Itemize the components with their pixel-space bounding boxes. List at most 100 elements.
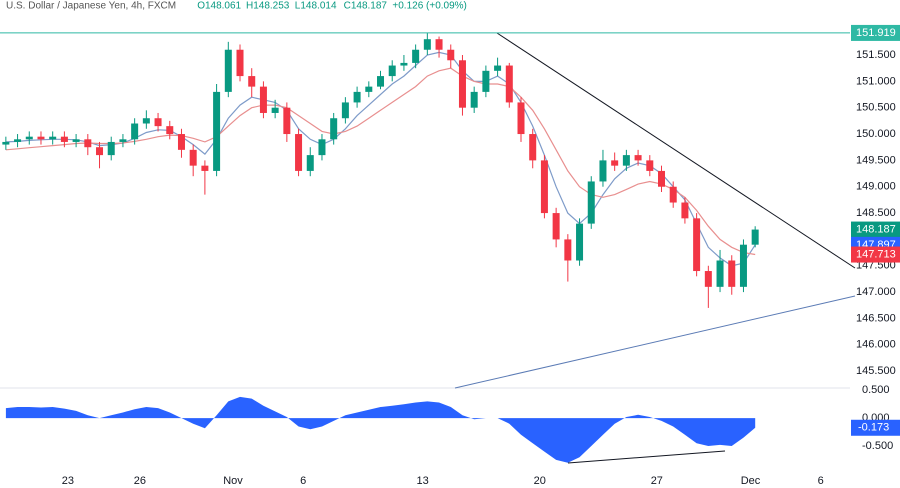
y-tick-label: 149.000: [856, 181, 896, 193]
x-tick-label: 6: [300, 475, 306, 487]
candle-body: [669, 186, 677, 203]
candle-body: [470, 91, 478, 108]
oscillator-area: [5, 396, 756, 463]
candle-body: [236, 49, 244, 77]
price-label: 147.713: [856, 248, 896, 260]
y-tick-label: 146.500: [856, 312, 896, 324]
candle-body: [704, 271, 712, 287]
candle-body: [634, 155, 642, 161]
x-tick-label: Nov: [223, 475, 243, 487]
candle-body: [377, 76, 385, 87]
moving-average: [5, 51, 756, 267]
candle-body: [388, 65, 396, 77]
price-label: 148.187: [856, 223, 896, 235]
header-value: C148.187: [344, 1, 388, 12]
y-tick-label: 147.500: [856, 260, 896, 272]
candle-body: [60, 136, 68, 142]
candle-body: [154, 118, 162, 127]
candle-body: [213, 91, 221, 171]
y-tick-label: 149.500: [856, 154, 896, 166]
candle-body: [107, 141, 115, 156]
trend-line: [454, 295, 856, 389]
y-tick-label: 146.000: [856, 339, 896, 351]
candle-body: [353, 91, 361, 103]
x-tick-label: 23: [62, 475, 74, 487]
candle-body: [716, 260, 724, 287]
candle-body: [599, 160, 607, 182]
candle-body: [341, 102, 349, 119]
y-tick-label: 151.500: [856, 49, 896, 61]
candle-body: [119, 139, 127, 142]
candle-body: [365, 86, 373, 92]
candle-body: [330, 118, 338, 140]
moving-average: [5, 67, 756, 256]
y-tick-label: 151.000: [856, 75, 896, 87]
value-label: -0.173: [858, 422, 889, 434]
axes: 23 26 Nov 6 13 20 27 Dec 6 145.500 146.000 146.500 1…: [62, 24, 900, 487]
price-label-box: [851, 246, 900, 263]
candle-body: [248, 76, 256, 87]
price-label-box: [851, 24, 900, 41]
divergence-line: [567, 450, 726, 464]
candle-body: [552, 213, 560, 240]
x-tick-label: 27: [651, 475, 663, 487]
candle-body: [412, 49, 420, 63]
price-label-box: [851, 221, 900, 238]
header-value: H148.253: [246, 1, 290, 12]
x-tick-label: 6: [818, 475, 824, 487]
candle-body: [400, 62, 408, 66]
header-value: +0.126 (+0.09%): [392, 1, 467, 12]
y-tick-label: -0.500: [862, 440, 893, 452]
candle-body: [295, 134, 303, 171]
chart-title: U.S. Dollar / Japanese Yen, 4h, FXCM: [6, 1, 176, 12]
y-tick-label: 145.500: [856, 365, 896, 377]
candle-body: [131, 123, 139, 140]
x-tick-label: 26: [134, 475, 146, 487]
candle-body: [494, 65, 502, 71]
candle-body: [166, 126, 174, 135]
candle-body: [693, 218, 701, 272]
y-tick-label: 147.000: [856, 286, 896, 298]
candle-body: [189, 149, 197, 166]
candle-body: [540, 160, 548, 214]
candle-body: [142, 118, 150, 124]
candle-body: [658, 170, 666, 187]
candle-body: [681, 202, 689, 219]
candle-body: [739, 244, 747, 287]
candle-body: [84, 139, 92, 148]
candle-body: [306, 155, 314, 171]
candle-body: [517, 102, 525, 135]
candle-body: [25, 136, 33, 140]
y-tick-label: 150.500: [856, 102, 896, 114]
y-tick-label: 150.000: [856, 128, 896, 140]
candle-body: [458, 60, 466, 108]
x-tick-label: 13: [417, 475, 429, 487]
candle-body: [96, 147, 104, 156]
candle-body: [505, 65, 513, 103]
value-label-box: [851, 419, 900, 436]
candle-body: [728, 260, 736, 287]
candle-body: [224, 49, 232, 92]
candle-body: [49, 136, 57, 140]
candle-body: [2, 141, 10, 145]
y-tick-label: 0.500: [862, 384, 890, 396]
candle-body: [564, 239, 572, 261]
price-panel: [0, 32, 850, 308]
trend-line: [496, 32, 856, 269]
header-value: L148.014: [295, 1, 337, 12]
candle-body: [271, 107, 279, 113]
oscillator-panel: [5, 396, 756, 463]
candle-body: [283, 107, 291, 135]
y-tick-label: 148.500: [856, 207, 896, 219]
candle-body: [576, 223, 584, 261]
candle-body: [318, 139, 326, 156]
candle-body: [72, 139, 80, 142]
candle-body: [177, 134, 185, 150]
candle-body: [587, 181, 595, 224]
candle-body: [259, 86, 267, 113]
candle-body: [14, 139, 22, 142]
price-label: 151.919: [856, 27, 896, 39]
candle-body: [611, 160, 619, 166]
